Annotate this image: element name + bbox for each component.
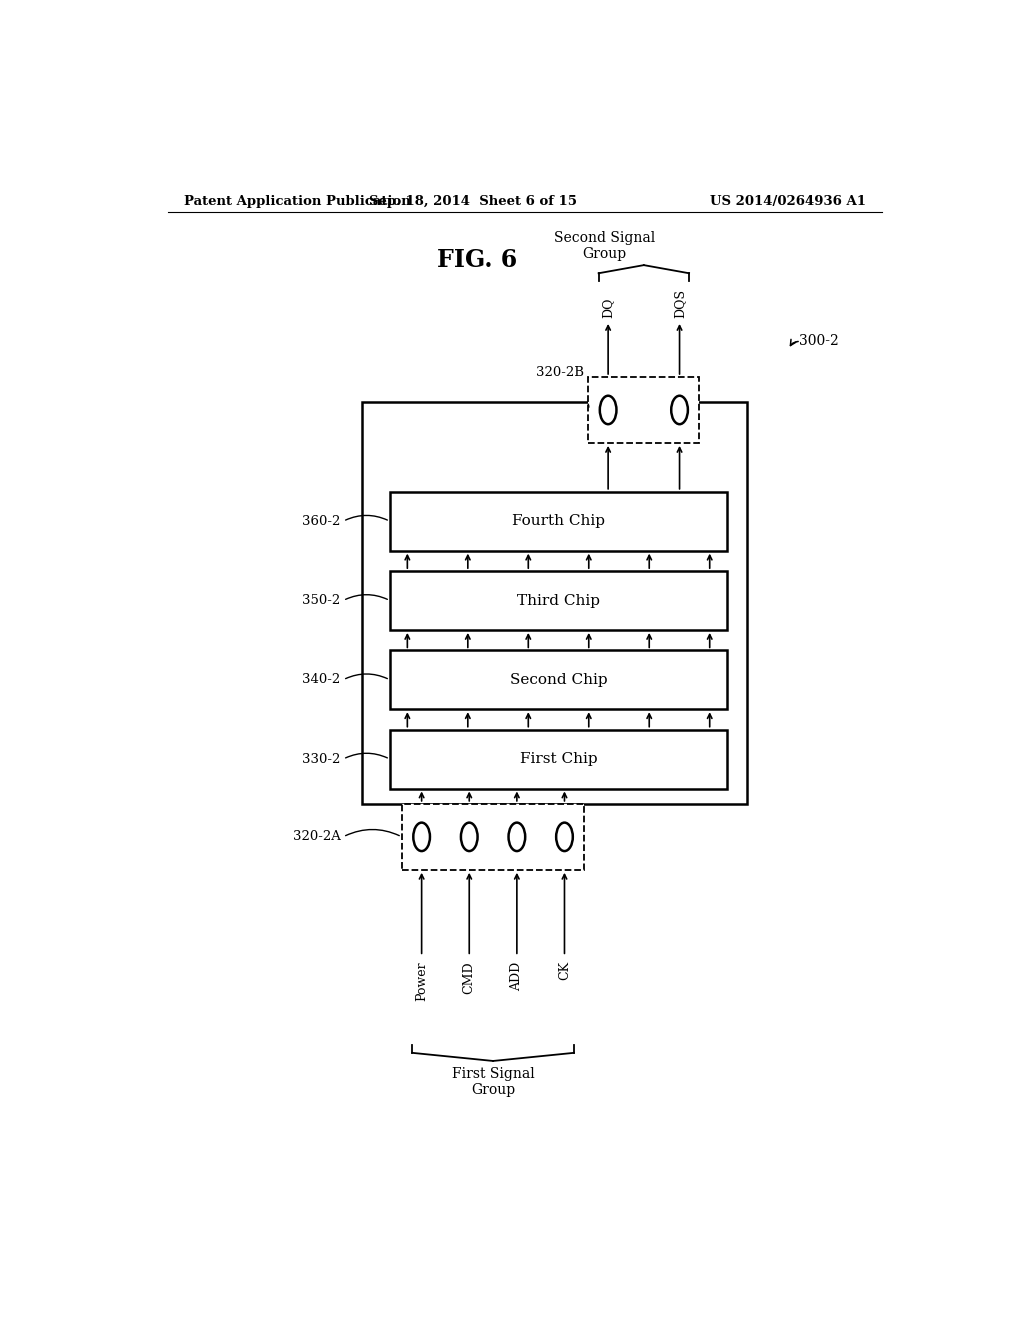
Bar [390, 651, 727, 709]
Bar [588, 378, 699, 444]
Text: FIG. 6: FIG. 6 [437, 248, 517, 272]
Text: 360-2: 360-2 [302, 515, 341, 528]
Text: 300-2: 300-2 [799, 334, 839, 348]
Text: 350-2: 350-2 [302, 594, 341, 607]
Text: Fourth Chip: Fourth Chip [512, 515, 605, 528]
Ellipse shape [461, 822, 477, 851]
Text: DQS: DQS [673, 289, 686, 318]
Text: Power: Power [415, 961, 428, 1001]
Text: 340-2: 340-2 [302, 673, 341, 686]
Text: First Signal
Group: First Signal Group [452, 1067, 535, 1097]
Text: First Chip: First Chip [520, 752, 597, 766]
Ellipse shape [414, 822, 430, 851]
Text: Second Chip: Second Chip [510, 673, 607, 686]
Bar [362, 403, 748, 804]
Text: DQ: DQ [602, 297, 614, 318]
Text: CK: CK [558, 961, 571, 981]
Text: CMD: CMD [463, 961, 476, 994]
Text: 330-2: 330-2 [302, 752, 341, 766]
Bar [390, 730, 727, 788]
Text: Sep. 18, 2014  Sheet 6 of 15: Sep. 18, 2014 Sheet 6 of 15 [370, 194, 578, 207]
Ellipse shape [671, 396, 688, 424]
Text: Patent Application Publication: Patent Application Publication [183, 194, 411, 207]
Text: 320-2B: 320-2B [537, 366, 585, 379]
Ellipse shape [600, 396, 616, 424]
Text: Third Chip: Third Chip [517, 594, 600, 607]
Bar [401, 804, 585, 870]
Text: 320-2A: 320-2A [293, 830, 341, 843]
Text: Second Signal
Group: Second Signal Group [554, 231, 654, 261]
Ellipse shape [556, 822, 572, 851]
Text: US 2014/0264936 A1: US 2014/0264936 A1 [710, 194, 866, 207]
Bar [390, 492, 727, 550]
Ellipse shape [509, 822, 525, 851]
Bar [390, 572, 727, 630]
Text: ADD: ADD [510, 961, 523, 990]
